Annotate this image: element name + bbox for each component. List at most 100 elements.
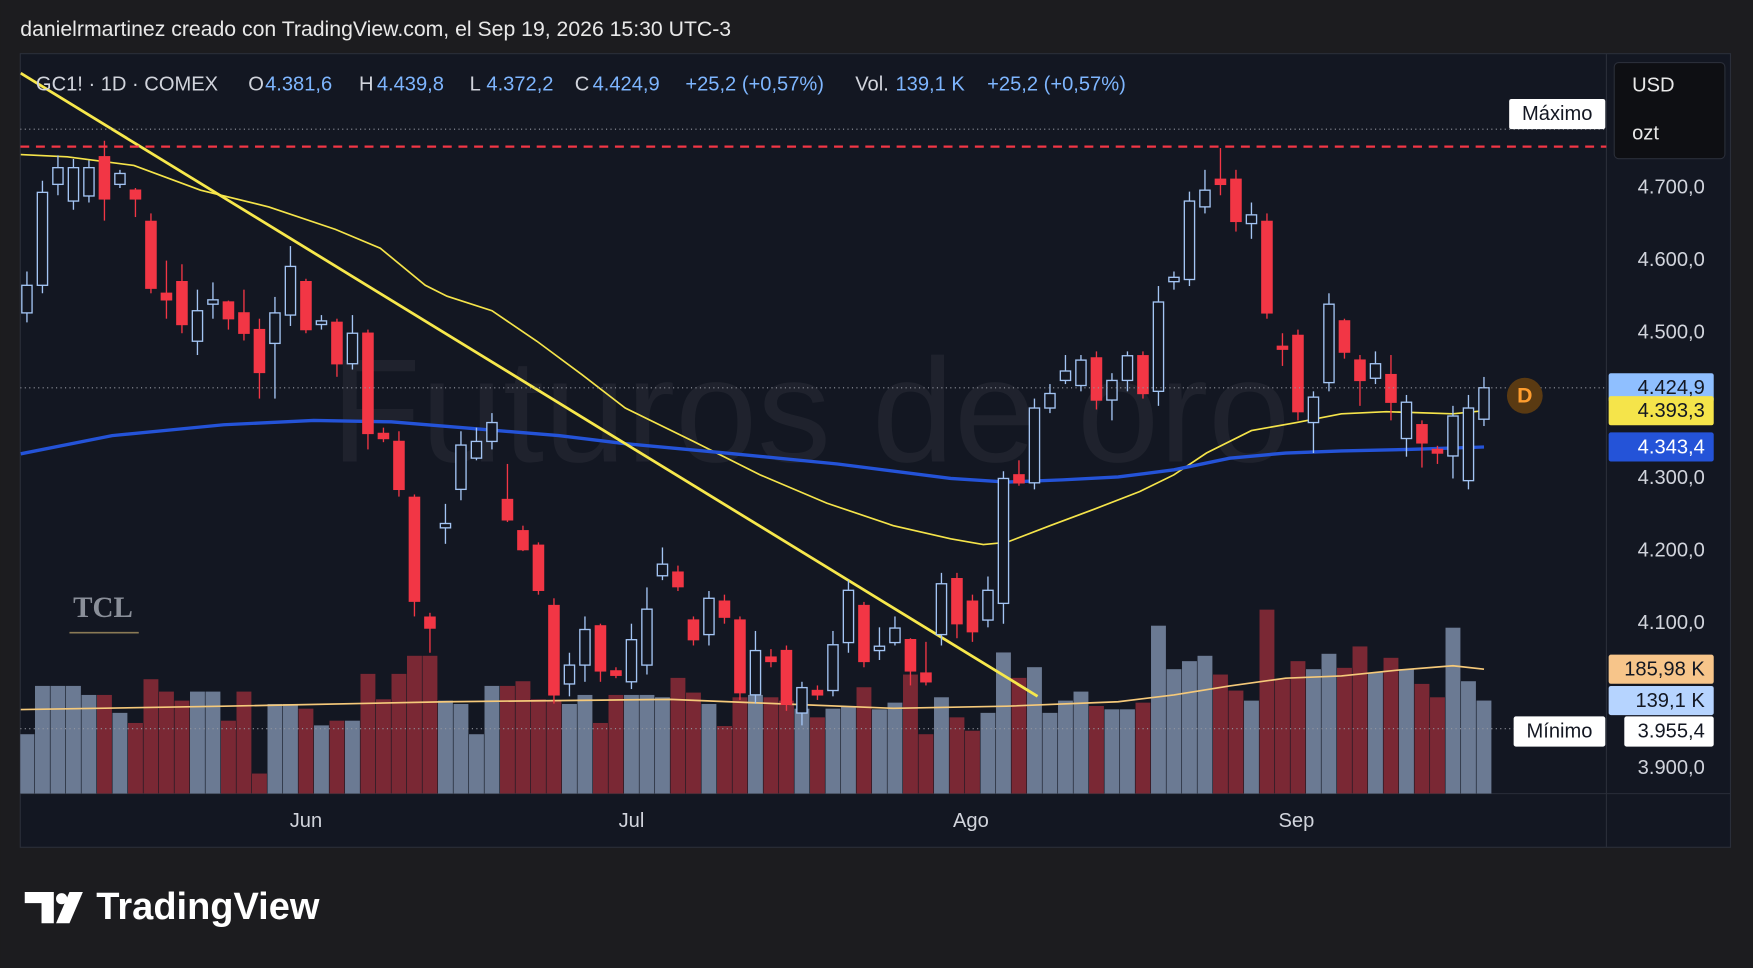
candle-body [129, 189, 142, 200]
candle-body [455, 444, 467, 491]
volume-bar [1197, 655, 1213, 794]
volume-bar [903, 674, 918, 794]
volume-bar [1383, 657, 1399, 794]
candle-body [858, 604, 870, 663]
candle-body [67, 166, 80, 202]
volume-bar [655, 697, 670, 794]
volume-bar [50, 685, 66, 794]
volume-bar [825, 708, 841, 794]
candle-body [966, 600, 979, 633]
volume-bar [97, 694, 112, 794]
candle-body [842, 589, 855, 644]
ma-badge-text: 4.393,3 [1638, 400, 1705, 422]
max-label: Máximo [1522, 103, 1592, 125]
candle-body [408, 496, 421, 602]
volume-bar [1414, 683, 1430, 794]
volume-bar [1275, 679, 1290, 794]
volume-bar [1461, 681, 1476, 794]
legend-value: 4.424,9 [593, 73, 660, 95]
overlay: GC1! · 1D · COMEX O 4.381,6 H 4.439,8 L … [36, 62, 1726, 832]
candle-body [393, 440, 405, 491]
candle-body [1261, 220, 1273, 314]
legend-value: 4.381,6 [265, 73, 332, 95]
volume-bar [608, 694, 624, 794]
volume-bar [670, 677, 686, 794]
candle-body [625, 639, 638, 683]
candle-body [1416, 424, 1428, 444]
candle-body [331, 321, 343, 365]
y-tick-label: 4.700,0 [1638, 176, 1705, 198]
volume-bar [1058, 700, 1073, 794]
candle-body [1106, 379, 1118, 401]
volume-bar [1104, 709, 1120, 794]
volume-ma-badge [1608, 654, 1714, 684]
volume-bar [717, 726, 732, 794]
candle-body [548, 604, 560, 696]
candle-body [780, 649, 793, 705]
volume-bar [1182, 661, 1197, 794]
volume-bar [407, 655, 422, 794]
ma-badge [1608, 396, 1714, 426]
candle-body [486, 421, 498, 443]
logo: TCL [73, 592, 133, 624]
legend-change: +25,2 (+0,57%) [685, 73, 824, 95]
volume-bar [996, 652, 1011, 794]
candle-body [734, 619, 746, 694]
candle-body [610, 670, 622, 676]
volume-bar [1352, 646, 1368, 794]
volume-bar [1213, 674, 1228, 794]
candle-body [1323, 303, 1335, 384]
period-badge[interactable] [1506, 377, 1543, 414]
candle-body [1245, 214, 1258, 225]
volume-bar [159, 691, 174, 794]
candle-body [796, 686, 808, 714]
volume-bar [190, 691, 205, 794]
y-tick-label: 4.600,0 [1638, 249, 1705, 271]
candle-body [935, 583, 948, 636]
legend-label: Vol. [855, 73, 889, 95]
candle-body [1447, 415, 1459, 457]
volume-bar [1259, 609, 1275, 794]
candle-body [1168, 276, 1180, 283]
volume-bar [1228, 690, 1244, 794]
candle-body [563, 664, 576, 685]
volume-bar [577, 694, 593, 794]
candle-body [269, 312, 281, 345]
candle-body [997, 477, 1010, 605]
candle-body [83, 166, 95, 197]
volume-bar [174, 700, 190, 794]
currency-box[interactable] [1613, 62, 1726, 160]
legend-value: 139,1 K [896, 73, 966, 95]
candle-body [191, 310, 204, 342]
candle-body [532, 544, 545, 591]
plot [20, 72, 1607, 794]
volume-bar [112, 712, 128, 794]
volume-bar [794, 708, 810, 794]
candle-body [1385, 373, 1397, 403]
candle-body [1307, 396, 1320, 424]
volume-bar [918, 734, 934, 794]
candle-body [656, 563, 669, 577]
candle-body [160, 292, 173, 301]
volume-bar [686, 692, 701, 794]
candle-body [1292, 334, 1304, 413]
candle-body [1059, 370, 1072, 382]
candle-body [687, 619, 700, 641]
volume-bar [1027, 667, 1042, 794]
volume-bar [887, 702, 903, 794]
candle-body [36, 191, 49, 286]
volume-bar [1430, 697, 1445, 794]
candle-body [749, 649, 762, 696]
candle-body [253, 328, 266, 374]
volume-bar [298, 708, 314, 794]
volume-bar [1089, 705, 1104, 794]
candle-body [284, 265, 297, 316]
volume-bar [593, 722, 608, 794]
candle-body [98, 156, 111, 200]
volume-bar [128, 722, 143, 794]
volume-bar [360, 673, 376, 794]
y-tick-label: 4.100,0 [1638, 612, 1705, 634]
y-tick-label: 4.300,0 [1638, 467, 1705, 489]
